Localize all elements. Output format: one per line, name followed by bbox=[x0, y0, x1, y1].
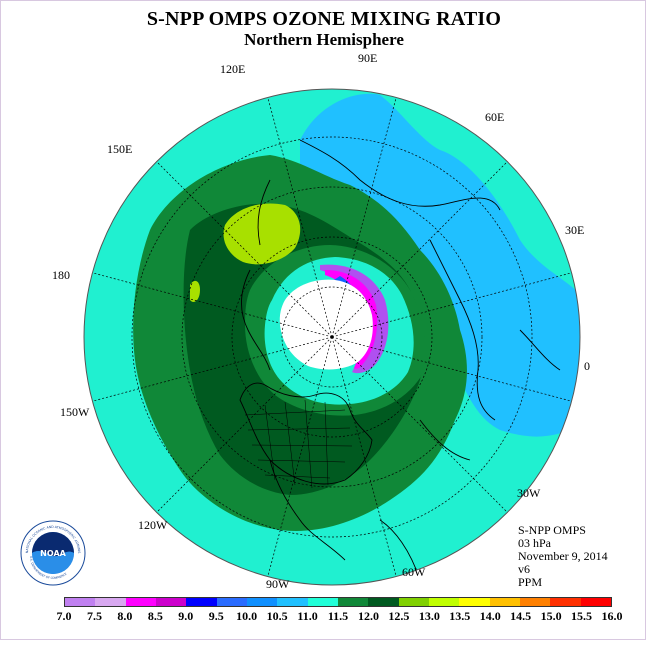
info-unit: PPM bbox=[518, 576, 608, 589]
colorbar-tick-label: 11.0 bbox=[297, 609, 317, 624]
colorbar-swatch bbox=[308, 598, 338, 606]
colorbar-swatch bbox=[95, 598, 125, 606]
colorbar-tick-label: 14.5 bbox=[510, 609, 531, 624]
info-date: November 9, 2014 bbox=[518, 550, 608, 563]
colorbar-swatch bbox=[65, 598, 95, 606]
colorbar-swatch bbox=[581, 598, 611, 606]
colorbar-swatch bbox=[186, 598, 216, 606]
colorbar-swatch bbox=[247, 598, 277, 606]
colorbar-swatch bbox=[126, 598, 156, 606]
colorbar-swatch bbox=[156, 598, 186, 606]
colorbar-tick-label: 7.0 bbox=[57, 609, 72, 624]
colorbar-tick-label: 13.5 bbox=[449, 609, 470, 624]
colorbar-tick-label: 9.0 bbox=[178, 609, 193, 624]
colorbar-tick-label: 8.0 bbox=[117, 609, 132, 624]
colorbar-tick-label: 10.5 bbox=[267, 609, 288, 624]
lon-label-120w: 120W bbox=[138, 518, 167, 533]
colorbar bbox=[64, 597, 612, 607]
colorbar-tick-label: 12.5 bbox=[388, 609, 409, 624]
lon-label-90w: 90W bbox=[266, 577, 289, 592]
colorbar-tick-label: 11.5 bbox=[328, 609, 348, 624]
lon-label-180: 180 bbox=[52, 268, 70, 283]
colorbar-swatch bbox=[490, 598, 520, 606]
lon-label-90e: 90E bbox=[358, 51, 377, 66]
colorbar-tick-label: 9.5 bbox=[209, 609, 224, 624]
noaa-logo-text: NOAA bbox=[40, 549, 66, 558]
colorbar-swatch bbox=[459, 598, 489, 606]
colorbar-tick-label: 7.5 bbox=[87, 609, 102, 624]
colorbar-swatch bbox=[429, 598, 459, 606]
lon-label-150e: 150E bbox=[107, 142, 132, 157]
colorbar-swatch bbox=[550, 598, 580, 606]
colorbar-swatch bbox=[277, 598, 307, 606]
colorbar-tick-label: 15.0 bbox=[541, 609, 562, 624]
colorbar-tick-label: 10.0 bbox=[236, 609, 257, 624]
lon-label-0: 0 bbox=[584, 359, 590, 374]
colorbar-tick-label: 16.0 bbox=[602, 609, 623, 624]
map-disk bbox=[84, 89, 585, 585]
lon-label-30w: 30W bbox=[517, 486, 540, 501]
colorbar-tick-label: 14.0 bbox=[480, 609, 501, 624]
colorbar-swatch bbox=[399, 598, 429, 606]
lon-label-30e: 30E bbox=[565, 223, 584, 238]
colorbar-tick-label: 13.0 bbox=[419, 609, 440, 624]
noaa-logo: NATIONAL OCEANIC AND ATMOSPHERIC ADMINIS… bbox=[20, 520, 86, 586]
colorbar-swatch bbox=[520, 598, 550, 606]
colorbar-swatch bbox=[217, 598, 247, 606]
lon-label-150w: 150W bbox=[60, 405, 89, 420]
lon-label-60e: 60E bbox=[485, 110, 504, 125]
lon-label-60w: 60W bbox=[402, 565, 425, 580]
colorbar-swatch bbox=[338, 598, 368, 606]
colorbar-tick-label: 12.0 bbox=[358, 609, 379, 624]
product-info: S-NPP OMPS 03 hPa November 9, 2014 v6 PP… bbox=[518, 524, 608, 589]
colorbar-swatch bbox=[368, 598, 398, 606]
colorbar-tick-label: 15.5 bbox=[571, 609, 592, 624]
colorbar-tick-label: 8.5 bbox=[148, 609, 163, 624]
lon-label-120e: 120E bbox=[220, 62, 245, 77]
